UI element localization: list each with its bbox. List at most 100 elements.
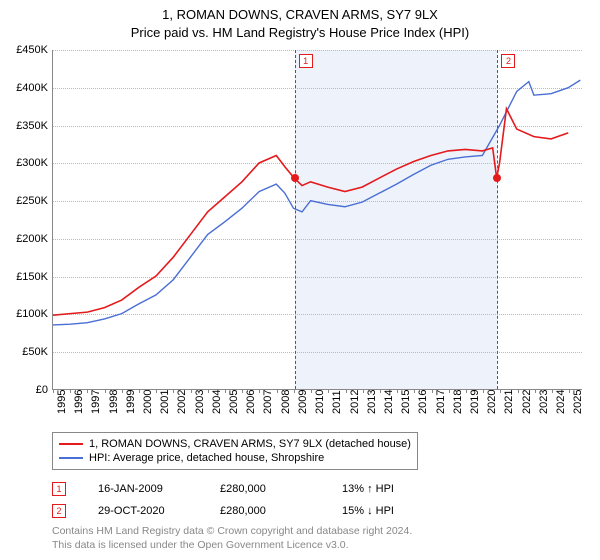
data-point-marker — [493, 174, 501, 182]
x-axis-tick-label: 1999 — [125, 390, 137, 414]
x-axis-tick — [500, 389, 501, 393]
event-vline — [497, 50, 498, 389]
x-axis-tick-label: 2002 — [176, 390, 188, 414]
x-axis-tick — [242, 389, 243, 393]
x-axis-tick-label: 2013 — [366, 390, 378, 414]
x-axis-tick-label: 2025 — [572, 390, 584, 414]
x-axis-tick — [277, 389, 278, 393]
data-point-marker — [291, 174, 299, 182]
x-axis-tick — [156, 389, 157, 393]
event-price: £280,000 — [220, 505, 310, 517]
y-axis-tick-label: £300K — [0, 157, 48, 169]
line-series-svg — [53, 50, 582, 389]
legend-item: HPI: Average price, detached house, Shro… — [59, 451, 411, 465]
x-axis-tick — [259, 389, 260, 393]
x-axis-tick-label: 2024 — [555, 390, 567, 414]
event-marker-icon: 2 — [52, 504, 66, 518]
plot-area: 12 £0£50K£100K£150K£200K£250K£300K£350K£… — [52, 50, 582, 390]
event-marker-box: 1 — [299, 54, 313, 68]
x-axis-tick — [105, 389, 106, 393]
legend-label: 1, ROMAN DOWNS, CRAVEN ARMS, SY7 9LX (de… — [89, 438, 411, 450]
y-axis-tick-label: £450K — [0, 44, 48, 56]
x-axis-tick — [208, 389, 209, 393]
event-table: 1 16-JAN-2009 £280,000 13% ↑ HPI 2 29-OC… — [52, 478, 432, 522]
event-row: 2 29-OCT-2020 £280,000 15% ↓ HPI — [52, 500, 432, 522]
event-vline — [295, 50, 296, 389]
x-axis-tick-label: 2008 — [280, 390, 292, 414]
y-axis-tick-label: £150K — [0, 271, 48, 283]
x-axis-tick-label: 2015 — [400, 390, 412, 414]
y-axis-tick-label: £200K — [0, 233, 48, 245]
y-axis-tick-label: £250K — [0, 195, 48, 207]
x-axis-tick — [191, 389, 192, 393]
x-axis-tick-label: 2021 — [503, 390, 515, 414]
title-line-1: 1, ROMAN DOWNS, CRAVEN ARMS, SY7 9LX — [0, 6, 600, 24]
x-axis-tick — [173, 389, 174, 393]
x-axis-tick — [139, 389, 140, 393]
title-line-2: Price paid vs. HM Land Registry's House … — [0, 24, 600, 42]
y-axis-tick-label: £400K — [0, 82, 48, 94]
footer-line-1: Contains HM Land Registry data © Crown c… — [52, 524, 412, 538]
x-axis-tick-label: 2003 — [194, 390, 206, 414]
x-axis-tick-label: 2017 — [435, 390, 447, 414]
axes: 12 — [52, 50, 582, 390]
legend-label: HPI: Average price, detached house, Shro… — [89, 452, 324, 464]
legend-swatch — [59, 457, 83, 459]
x-axis-tick — [346, 389, 347, 393]
event-row: 1 16-JAN-2009 £280,000 13% ↑ HPI — [52, 478, 432, 500]
x-axis-tick — [87, 389, 88, 393]
x-axis-tick — [552, 389, 553, 393]
x-axis-tick — [363, 389, 364, 393]
x-axis-tick — [569, 389, 570, 393]
x-axis-tick — [414, 389, 415, 393]
event-delta: 15% ↓ HPI — [342, 505, 432, 517]
x-axis-tick — [311, 389, 312, 393]
x-axis-tick — [380, 389, 381, 393]
event-date: 16-JAN-2009 — [98, 483, 188, 495]
x-axis-tick-label: 2016 — [417, 390, 429, 414]
event-delta: 13% ↑ HPI — [342, 483, 432, 495]
chart-container: 1, ROMAN DOWNS, CRAVEN ARMS, SY7 9LX Pri… — [0, 0, 600, 560]
x-axis-tick — [432, 389, 433, 393]
y-axis-tick-label: £350K — [0, 120, 48, 132]
event-date: 29-OCT-2020 — [98, 505, 188, 517]
x-axis-tick — [70, 389, 71, 393]
x-axis-tick — [294, 389, 295, 393]
x-axis-tick — [225, 389, 226, 393]
x-axis-tick-label: 1997 — [90, 390, 102, 414]
series-hpi — [53, 80, 580, 325]
event-price: £280,000 — [220, 483, 310, 495]
x-axis-tick-label: 2000 — [142, 390, 154, 414]
x-axis-tick-label: 2023 — [538, 390, 550, 414]
x-axis-tick — [122, 389, 123, 393]
x-axis-tick-label: 2018 — [452, 390, 464, 414]
y-axis-tick-label: £0 — [0, 384, 48, 396]
x-axis-tick-label: 1996 — [73, 390, 85, 414]
y-axis-tick-label: £50K — [0, 346, 48, 358]
x-axis-tick — [328, 389, 329, 393]
x-axis-tick — [466, 389, 467, 393]
legend: 1, ROMAN DOWNS, CRAVEN ARMS, SY7 9LX (de… — [52, 432, 418, 470]
x-axis-tick-label: 2014 — [383, 390, 395, 414]
x-axis-tick-label: 2012 — [349, 390, 361, 414]
x-axis-tick-label: 2007 — [262, 390, 274, 414]
x-axis-tick — [53, 389, 54, 393]
x-axis-tick-label: 2005 — [228, 390, 240, 414]
x-axis-tick-label: 2011 — [331, 390, 343, 414]
x-axis-tick — [518, 389, 519, 393]
x-axis-tick-label: 2019 — [469, 390, 481, 414]
legend-swatch — [59, 443, 83, 445]
x-axis-tick-label: 2010 — [314, 390, 326, 414]
x-axis-tick — [483, 389, 484, 393]
footer-line-2: This data is licensed under the Open Gov… — [52, 538, 412, 552]
chart-title: 1, ROMAN DOWNS, CRAVEN ARMS, SY7 9LX Pri… — [0, 0, 600, 41]
x-axis-tick-label: 2006 — [245, 390, 257, 414]
x-axis-tick-label: 2001 — [159, 390, 171, 414]
x-axis-tick-label: 2020 — [486, 390, 498, 414]
x-axis-tick — [397, 389, 398, 393]
y-axis-tick-label: £100K — [0, 308, 48, 320]
event-marker-box: 2 — [501, 54, 515, 68]
x-axis-tick-label: 2004 — [211, 390, 223, 414]
x-axis-tick-label: 2022 — [521, 390, 533, 414]
x-axis-tick-label: 1998 — [108, 390, 120, 414]
